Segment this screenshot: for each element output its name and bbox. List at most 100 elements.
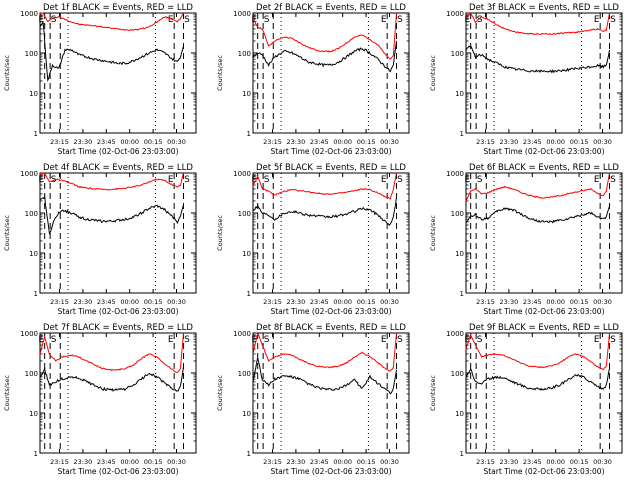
panel-title: Det 9f BLACK = Events, RED = LLD xyxy=(469,323,619,333)
x-tick-label: 00:30 xyxy=(167,458,186,466)
detector-panel-2: Det 2f BLACK = Events, RED = LLD Counts/s… xyxy=(216,3,410,156)
plot-frame xyxy=(252,172,410,294)
y-axis-label: Counts/sec xyxy=(216,375,224,411)
x-tick-label: 00:00 xyxy=(120,458,139,466)
x-tick-label: 00:00 xyxy=(333,298,352,306)
detector-panel-8: Det 8f BLACK = Events, RED = LLD Counts/s… xyxy=(216,323,410,476)
events-series-line xyxy=(252,40,397,73)
x-tick-label: 23:30 xyxy=(287,298,306,306)
panel-title: Det 2f BLACK = Events, RED = LLD xyxy=(256,3,406,13)
panel-title: Det 3f BLACK = Events, RED = LLD xyxy=(469,3,619,13)
lld-series-line xyxy=(252,12,397,60)
y-tick-label: 100 xyxy=(238,210,251,218)
time-marker-label: E xyxy=(381,175,387,185)
y-tick-label: 1 xyxy=(460,290,464,298)
x-tick-label: 23:30 xyxy=(287,458,306,466)
time-marker-label: S xyxy=(264,15,270,25)
time-marker-label: E xyxy=(38,15,44,25)
x-tick-label: 23:15 xyxy=(50,458,69,466)
plot-frame xyxy=(39,12,197,134)
x-tick-label: 23:15 xyxy=(263,298,282,306)
time-marker-label: S xyxy=(264,175,270,185)
plot-frame xyxy=(465,12,623,134)
x-axis-label: Start Time (02-Oct-06 23:03:00) xyxy=(483,467,604,476)
x-tick-label: 00:00 xyxy=(546,298,565,306)
x-tick-label: 23:15 xyxy=(50,138,69,146)
time-marker-label: E xyxy=(251,175,257,185)
y-tick-label: 1 xyxy=(247,130,251,138)
x-axis-label: Start Time (02-Oct-06 23:03:00) xyxy=(270,307,391,316)
x-tick-label: 00:30 xyxy=(593,298,612,306)
x-tick-label: 23:15 xyxy=(263,138,282,146)
x-tick-label: 00:15 xyxy=(357,458,376,466)
lld-series-line xyxy=(39,12,184,31)
time-marker-label: E xyxy=(381,15,387,25)
time-marker-label: S xyxy=(51,335,57,345)
y-axis-label: Counts/sec xyxy=(216,55,224,91)
time-marker-label: E xyxy=(464,175,470,185)
lld-series-line xyxy=(252,172,397,200)
x-tick-label: 23:45 xyxy=(310,458,329,466)
detector-panel-5: Det 5f BLACK = Events, RED = LLD Counts/s… xyxy=(216,163,410,316)
y-tick-label: 1000 xyxy=(20,10,38,18)
y-tick-label: 1 xyxy=(460,450,464,458)
plot-frame xyxy=(39,172,197,294)
x-tick-label: 00:30 xyxy=(380,138,399,146)
x-tick-label: 00:00 xyxy=(546,138,565,146)
time-marker-label: S xyxy=(184,335,190,345)
x-tick-label: 00:00 xyxy=(120,138,139,146)
y-tick-label: 100 xyxy=(238,370,251,378)
x-tick-label: 23:45 xyxy=(523,458,542,466)
time-marker-label: S xyxy=(397,335,403,345)
y-tick-label: 1000 xyxy=(20,170,38,178)
y-tick-label: 10 xyxy=(455,250,464,258)
x-tick-label: 23:15 xyxy=(50,298,69,306)
y-tick-label: 100 xyxy=(238,50,251,58)
y-axis-label: Counts/sec xyxy=(3,55,11,91)
panel-title: Det 5f BLACK = Events, RED = LLD xyxy=(256,163,406,173)
y-tick-label: 1000 xyxy=(446,330,464,338)
y-axis-label: Counts/sec xyxy=(429,215,437,251)
time-marker-label: S xyxy=(477,15,483,25)
y-tick-label: 1 xyxy=(34,450,38,458)
detector-panel-7: Det 7f BLACK = Events, RED = LLD Counts/s… xyxy=(3,323,197,476)
time-marker-label: E xyxy=(168,335,174,345)
time-marker-label: S xyxy=(264,335,270,345)
x-tick-label: 00:30 xyxy=(380,458,399,466)
x-axis-label: Start Time (02-Oct-06 23:03:00) xyxy=(57,147,178,156)
lld-series-line xyxy=(252,332,397,372)
events-series-line xyxy=(39,365,184,392)
panel-title: Det 8f BLACK = Events, RED = LLD xyxy=(256,323,406,333)
y-tick-label: 1 xyxy=(247,290,251,298)
x-tick-label: 00:00 xyxy=(120,298,139,306)
y-tick-label: 100 xyxy=(25,210,38,218)
detector-panel-6: Det 6f BLACK = Events, RED = LLD Counts/s… xyxy=(429,163,623,316)
y-tick-label: 10 xyxy=(29,410,38,418)
x-tick-label: 00:15 xyxy=(570,298,589,306)
y-tick-label: 1 xyxy=(247,450,251,458)
time-marker-label: E xyxy=(251,15,257,25)
time-marker-label: S xyxy=(610,175,616,185)
x-tick-label: 23:45 xyxy=(97,138,116,146)
events-series-line xyxy=(465,45,610,74)
panel-title: Det 4f BLACK = Events, RED = LLD xyxy=(43,163,193,173)
time-marker-label: E xyxy=(251,335,257,345)
events-series-line xyxy=(465,205,610,224)
y-tick-label: 10 xyxy=(242,410,251,418)
time-marker-label: E xyxy=(38,175,44,185)
y-tick-label: 1000 xyxy=(233,170,251,178)
lld-series-line xyxy=(39,172,184,191)
x-tick-label: 23:30 xyxy=(500,458,519,466)
y-tick-label: 1000 xyxy=(233,10,251,18)
y-axis-label: Counts/sec xyxy=(429,55,437,91)
y-tick-label: 100 xyxy=(25,370,38,378)
x-tick-label: 23:45 xyxy=(523,298,542,306)
plot-frame xyxy=(252,332,410,454)
time-marker-label: E xyxy=(594,335,600,345)
y-tick-label: 1000 xyxy=(20,330,38,338)
events-series-line xyxy=(252,357,397,395)
panel-title: Det 6f BLACK = Events, RED = LLD xyxy=(469,163,619,173)
y-tick-label: 10 xyxy=(29,90,38,98)
events-series-line xyxy=(465,367,610,391)
